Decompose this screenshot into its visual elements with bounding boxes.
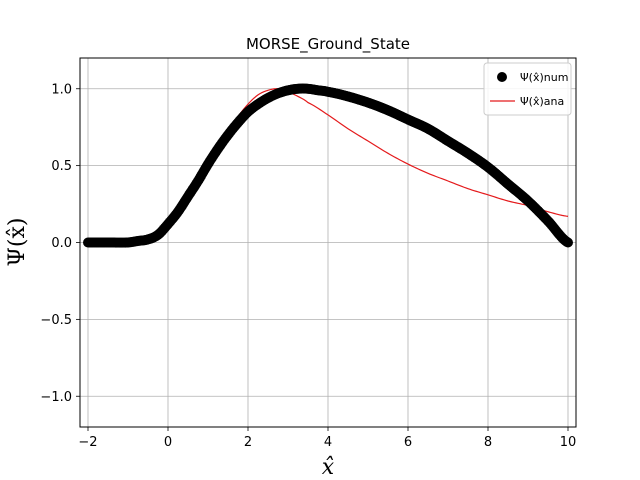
y-tick-label: 1.0	[51, 82, 72, 97]
x-tick-label: 2	[244, 435, 252, 450]
x-axis-label: x̂	[322, 455, 335, 480]
series-num-point	[563, 237, 573, 248]
x-axis-ticks: −2 0 2 4 6 8 10	[78, 427, 576, 450]
y-tick-label: −0.5	[40, 313, 72, 328]
legend: Ψ(x̂)num Ψ(x̂)ana	[483, 62, 572, 116]
plot-area	[83, 83, 573, 248]
y-tick-label: 0.5	[51, 159, 72, 174]
legend-label-num: Ψ(x̂)num	[520, 71, 568, 84]
x-tick-label: 4	[324, 435, 332, 450]
series-num	[83, 83, 573, 248]
y-axis-label: Ψ(x̂)	[5, 218, 30, 267]
chart-title: MORSE_Ground_State	[246, 35, 410, 54]
x-tick-label: 10	[560, 435, 577, 450]
y-tick-label: −1.0	[40, 390, 72, 405]
legend-marker-num	[497, 72, 507, 82]
y-axis-ticks: −1.0 −0.5 0.0 0.5 1.0	[40, 82, 80, 405]
x-tick-label: 8	[484, 435, 492, 450]
legend-label-ana: Ψ(x̂)ana	[520, 95, 564, 108]
x-tick-label: 0	[164, 435, 172, 450]
x-tick-label: 6	[404, 435, 412, 450]
x-tick-label: −2	[78, 435, 97, 450]
y-tick-label: 0.0	[51, 236, 72, 251]
